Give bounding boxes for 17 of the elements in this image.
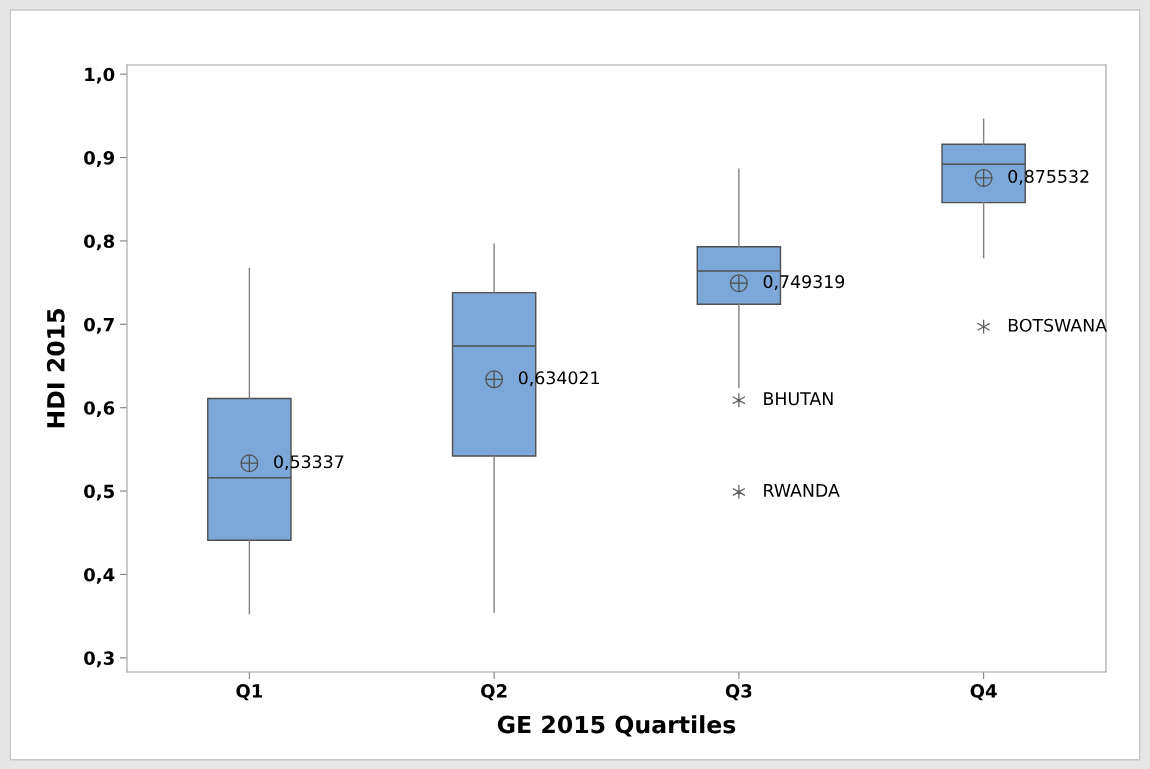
y-tick-label: 0,9: [84, 151, 115, 167]
y-tick-label: 0,3: [84, 651, 114, 668]
y-tick-label: 0,8: [84, 234, 115, 251]
x-axis-title: GE 2015 Quartiles: [497, 715, 736, 737]
y-tick-label: 0,4: [84, 567, 115, 584]
x-tick-label: Q1: [236, 684, 263, 701]
x-tick-label: Q2: [481, 684, 507, 701]
x-tick-label: Q3: [725, 684, 752, 701]
y-axis-title: HDI 2015: [46, 309, 65, 428]
annotation: BHUTAN: [764, 392, 833, 406]
y-tick-label: 1,0: [85, 67, 115, 84]
y-tick-label: 0,6: [84, 401, 115, 418]
x-tick-label: Q4: [970, 684, 997, 701]
annotation: BOTSWANA: [1008, 318, 1107, 332]
y-tick-label: 0,5: [84, 484, 114, 501]
annotation: RWANDA: [764, 484, 840, 497]
y-tick-label: 0,7: [84, 317, 114, 334]
